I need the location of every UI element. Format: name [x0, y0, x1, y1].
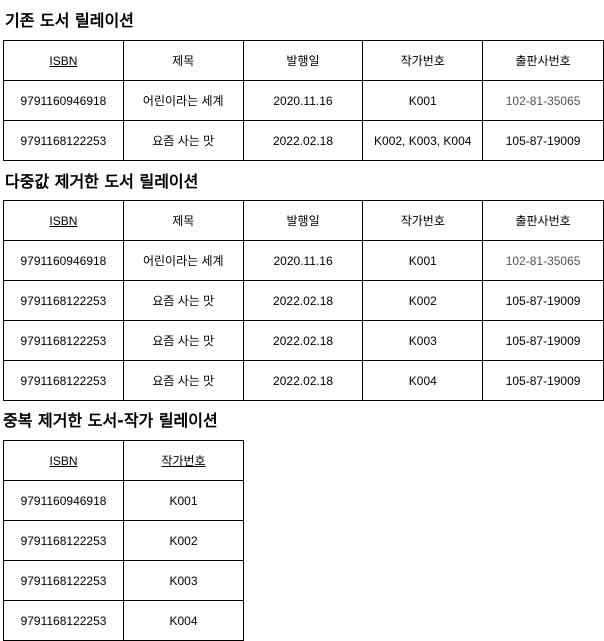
table-row: 9791168122253 요즘 사는 맛 2022.02.18 K004 10…	[3, 360, 604, 401]
table-row: 9791168122253 K004	[3, 600, 244, 641]
table-header-row: ISBN 제목 발행일 작가번호 출판사번호	[3, 40, 604, 81]
cell-isbn: 9791168122253	[3, 120, 124, 161]
column-header-title: 제목	[122, 40, 244, 81]
primary-key-label: 작가번호	[161, 454, 206, 468]
cell-isbn: 9791168122253	[3, 280, 124, 321]
cell-title: 요즘 사는 맛	[122, 320, 244, 361]
cell-author-id: K002	[362, 280, 484, 321]
table-row: 9791160946918 어린이라는 세계 2020.11.16 K001 1…	[3, 80, 604, 121]
cell-author-id: K004	[123, 600, 244, 641]
primary-key-label: ISBN	[49, 53, 78, 68]
table-row: 9791168122253 요즘 사는 맛 2022.02.18 K003 10…	[3, 320, 604, 361]
table-row: 9791168122253 K003	[3, 560, 244, 601]
multivalue-removed-book-relation-table: ISBN 제목 발행일 작가번호 출판사번호 9791160946918 어린이…	[3, 200, 604, 401]
column-header-publisher-id: 출판사번호	[482, 200, 604, 241]
cell-isbn: 9791168122253	[3, 320, 124, 361]
cell-publisher-id: 105-87-19009	[482, 360, 604, 401]
column-header-author-id: 작가번호	[362, 40, 484, 81]
original-book-relation-table: ISBN 제목 발행일 작가번호 출판사번호 9791160946918 어린이…	[3, 40, 604, 161]
table-header-row: ISBN 작가번호	[3, 440, 244, 481]
table-row: 9791168122253 요즘 사는 맛 2022.02.18 K002, K…	[3, 120, 604, 161]
primary-key-label: ISBN	[49, 453, 78, 468]
cell-isbn: 9791160946918	[3, 480, 124, 521]
cell-author-id: K004	[362, 360, 484, 401]
cell-publish-date: 2022.02.18	[242, 120, 364, 161]
cell-isbn: 9791168122253	[3, 560, 124, 601]
column-header-author-id: 작가번호	[123, 440, 244, 481]
cell-publish-date: 2020.11.16	[242, 240, 364, 281]
cell-title: 요즘 사는 맛	[122, 120, 244, 161]
primary-key-label: ISBN	[49, 213, 78, 228]
cell-publish-date: 2020.11.16	[242, 80, 364, 121]
cell-publisher-id: 105-87-19009	[482, 280, 604, 321]
cell-author-id: K003	[123, 560, 244, 601]
section-title-multivalue-removed-relation: 다중값 제거한 도서 릴레이션	[5, 172, 199, 191]
table-header-row: ISBN 제목 발행일 작가번호 출판사번호	[3, 200, 604, 241]
table-row: 9791168122253 요즘 사는 맛 2022.02.18 K002 10…	[3, 280, 604, 321]
column-header-publish-date: 발행일	[242, 40, 364, 81]
cell-publisher-id: 105-87-19009	[482, 320, 604, 361]
column-header-author-id: 작가번호	[362, 200, 484, 241]
cell-title: 어린이라는 세계	[122, 80, 244, 121]
cell-title: 어린이라는 세계	[122, 240, 244, 281]
cell-title: 요즘 사는 맛	[122, 280, 244, 321]
cell-isbn: 9791168122253	[3, 360, 124, 401]
column-header-isbn: ISBN	[3, 440, 124, 481]
cell-publisher-id: 105-87-19009	[482, 120, 604, 161]
cell-author-id: K001	[123, 480, 244, 521]
table-row: 9791160946918 어린이라는 세계 2020.11.16 K001 1…	[3, 240, 604, 281]
cell-publisher-id: 102-81-35065	[482, 240, 604, 281]
column-header-title: 제목	[122, 200, 244, 241]
cell-publish-date: 2022.02.18	[242, 360, 364, 401]
column-header-isbn: ISBN	[3, 40, 124, 81]
cell-author-id: K002	[123, 520, 244, 561]
cell-publish-date: 2022.02.18	[242, 280, 364, 321]
cell-isbn: 9791168122253	[3, 520, 124, 561]
column-header-publish-date: 발행일	[242, 200, 364, 241]
column-header-publisher-id: 출판사번호	[482, 40, 604, 81]
cell-isbn: 9791160946918	[3, 240, 124, 281]
cell-author-id: K003	[362, 320, 484, 361]
cell-publisher-id: 102-81-35065	[482, 80, 604, 121]
table-row: 9791160946918 K001	[3, 480, 244, 521]
cell-author-id: K001	[362, 240, 484, 281]
cell-author-id: K001	[362, 80, 484, 121]
cell-author-id: K002, K003, K004	[362, 120, 484, 161]
section-title-original-book-relation: 기존 도서 릴레이션	[5, 11, 134, 30]
cell-isbn: 9791168122253	[3, 600, 124, 641]
cell-title: 요즘 사는 맛	[122, 360, 244, 401]
book-author-relation-table: ISBN 작가번호 9791160946918 K001 97911681222…	[3, 440, 244, 641]
cell-isbn: 9791160946918	[3, 80, 124, 121]
column-header-isbn: ISBN	[3, 200, 124, 241]
table-row: 9791168122253 K002	[3, 520, 244, 561]
cell-publish-date: 2022.02.18	[242, 320, 364, 361]
section-title-book-author-relation: 중복 제거한 도서-작가 릴레이션	[3, 411, 218, 430]
